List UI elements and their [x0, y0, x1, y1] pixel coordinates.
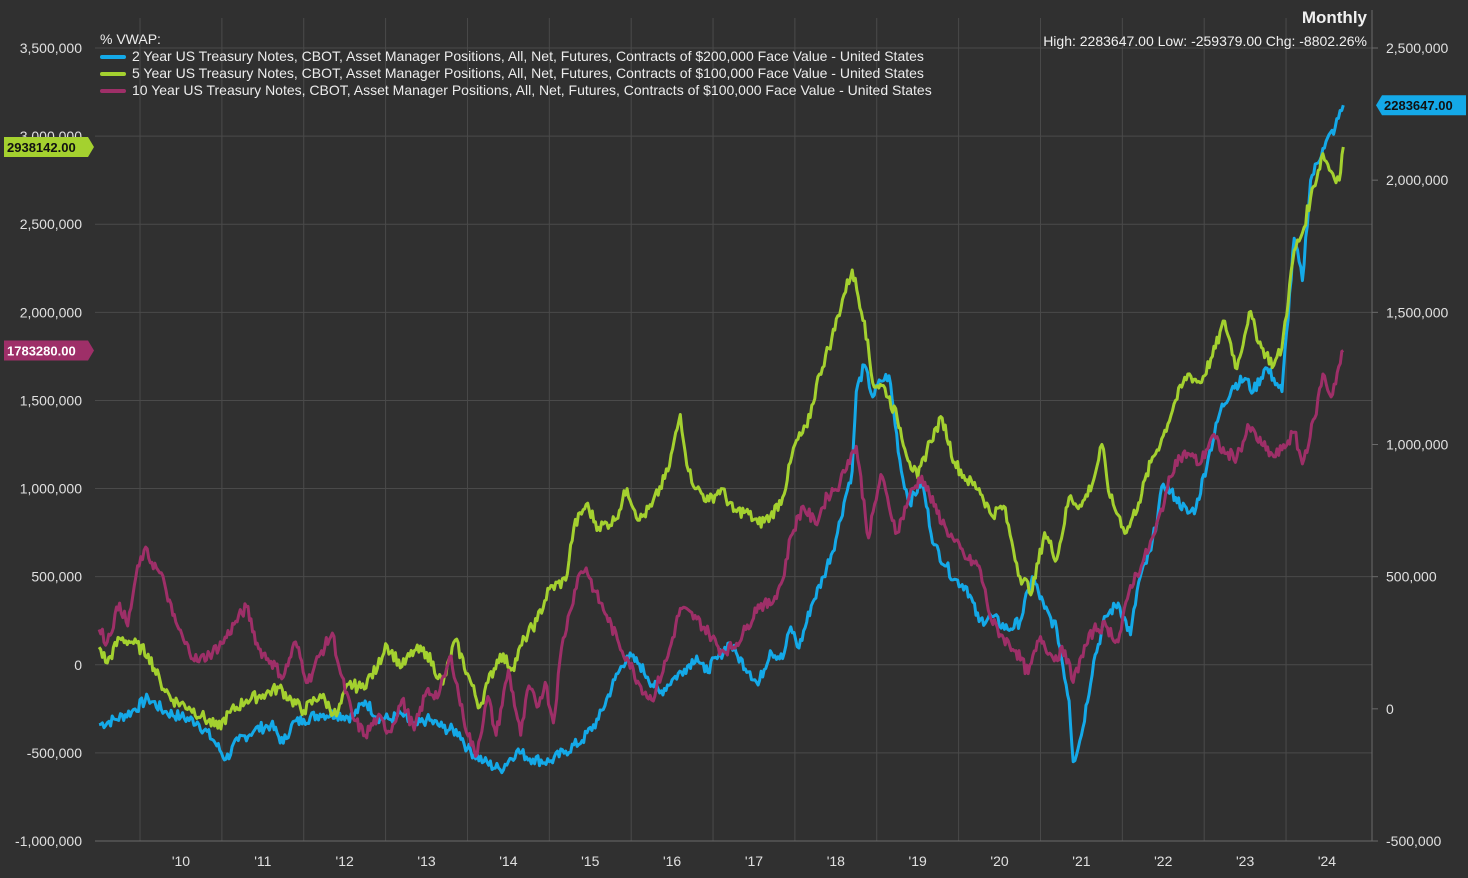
- right-axis-tick-label: -500,000: [1386, 833, 1441, 849]
- last-value-tag-1: 2938142.00: [4, 137, 94, 158]
- right-axis-tick-label: 1,500,000: [1386, 304, 1448, 320]
- last-value-tag-2: 1783280.00: [4, 340, 94, 361]
- x-axis-tick-label: '11: [254, 853, 271, 869]
- tag-text: 2938142.00: [7, 140, 76, 155]
- tag-shape: [4, 137, 94, 158]
- x-axis-tick-label: '21: [1072, 853, 1090, 869]
- value-tags: 2283647.00 2938142.00 1783280.00: [4, 95, 1466, 361]
- tag-text: 1783280.00: [7, 344, 76, 359]
- legend-swatch-5y: [100, 71, 126, 76]
- series-line-1: [97, 146, 1345, 731]
- vwap-label: % VWAP:: [100, 31, 161, 47]
- right-axis-tick-label: 0: [1386, 701, 1394, 717]
- x-axis-tick-label: '19: [909, 853, 927, 869]
- tag-shape: [1376, 95, 1466, 116]
- legend-swatch-10y: [100, 88, 126, 93]
- right-axis-tick-label: 2,000,000: [1386, 172, 1448, 188]
- legend-label-10y: 10 Year US Treasury Notes, CBOT, Asset M…: [132, 82, 932, 98]
- x-axis-tick-label: '18: [827, 853, 845, 869]
- left-axis-tick-label: 2,500,000: [20, 216, 82, 232]
- x-axis-tick-label: '22: [1154, 853, 1172, 869]
- tag-shape: [4, 340, 94, 361]
- legend-item-10y[interactable]: 10 Year US Treasury Notes, CBOT, Asset M…: [100, 82, 932, 99]
- right-axis-tick-label: 500,000: [1386, 569, 1437, 585]
- x-axis-tick-label: '10: [172, 853, 190, 869]
- left-axis-tick-label: 3,500,000: [20, 40, 82, 56]
- stats-readout: High: 2283647.00 Low: -259379.00 Chg: -8…: [1043, 33, 1367, 49]
- left-axis-tick-label: 0: [74, 657, 82, 673]
- left-axis-tick-label: -500,000: [27, 745, 82, 761]
- legend-item-5y[interactable]: 5 Year US Treasury Notes, CBOT, Asset Ma…: [100, 65, 932, 82]
- left-axis-tick-label: 500,000: [31, 569, 82, 585]
- frequency-label: Monthly: [1301, 8, 1367, 27]
- legend-item-2y[interactable]: 2 Year US Treasury Notes, CBOT, Asset Ma…: [100, 48, 932, 65]
- legend: % VWAP: 2 Year US Treasury Notes, CBOT, …: [100, 31, 932, 99]
- grid: [95, 18, 1372, 842]
- legend-label-5y: 5 Year US Treasury Notes, CBOT, Asset Ma…: [132, 65, 924, 81]
- x-axis-tick-label: '14: [499, 853, 517, 869]
- left-axis-tick-label: -1,000,000: [15, 833, 82, 849]
- right-axis-tick-label: 1,000,000: [1386, 437, 1448, 453]
- vwap-row: % VWAP:: [100, 31, 932, 48]
- left-axis-tick-label: 1,500,000: [20, 392, 82, 408]
- x-axis-tick-label: '12: [336, 853, 354, 869]
- x-axis-tick-label: '16: [663, 853, 681, 869]
- last-value-tag-0: 2283647.00: [1376, 95, 1466, 116]
- x-axis-tick-label: '15: [581, 853, 599, 869]
- x-axis-tick-label: '23: [1236, 853, 1254, 869]
- x-axis-tick-label: '24: [1318, 853, 1336, 869]
- series-line-2: [97, 349, 1345, 758]
- series-lines: [97, 104, 1345, 775]
- legend-swatch-2y: [100, 54, 126, 59]
- tag-text: 2283647.00: [1384, 98, 1453, 113]
- chart-header: Monthly High: 2283647.00 Low: -259379.00…: [1043, 8, 1367, 50]
- left-axis-tick-label: 2,000,000: [20, 304, 82, 320]
- right-axis-tick-label: 2,500,000: [1386, 40, 1448, 56]
- legend-label-2y: 2 Year US Treasury Notes, CBOT, Asset Ma…: [132, 48, 924, 64]
- x-axis-tick-label: '20: [990, 853, 1008, 869]
- x-axis-tick-label: '17: [745, 853, 763, 869]
- left-axis-tick-label: 1,000,000: [20, 481, 82, 497]
- axes: -1,000,000 -500,000 0 500,000 1,000,000 1,500…: [15, 10, 1448, 869]
- x-axis-tick-label: '13: [417, 853, 435, 869]
